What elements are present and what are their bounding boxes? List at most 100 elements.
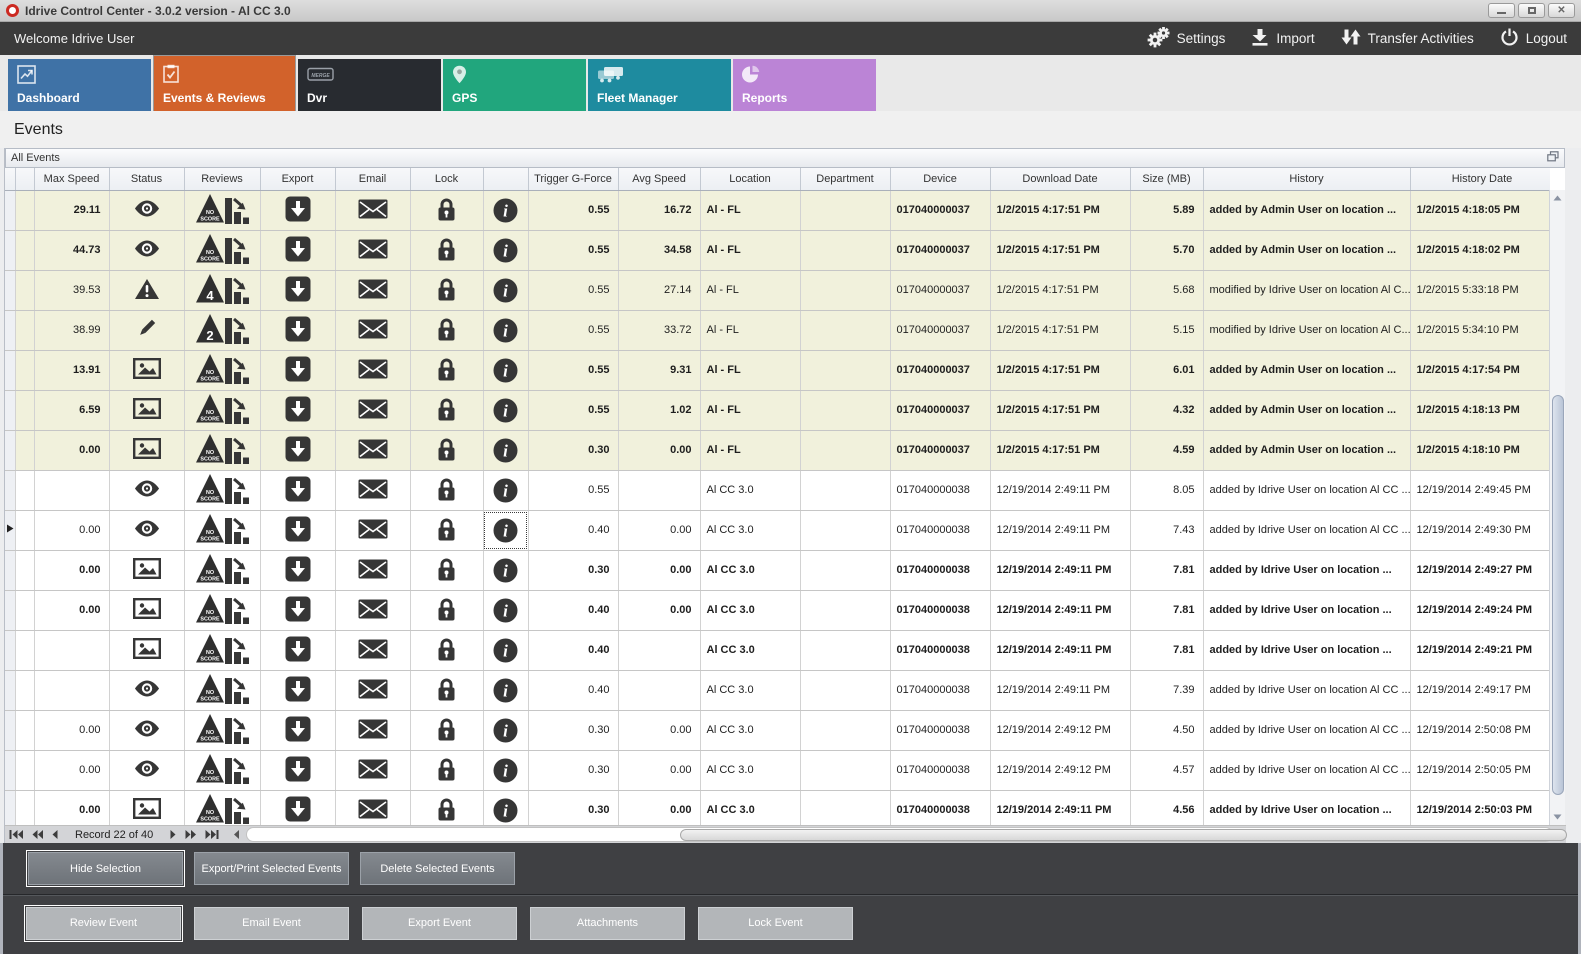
email-cell[interactable] [335, 710, 411, 751]
column-header-email[interactable]: Email [335, 168, 411, 191]
horizontal-scroll-thumb[interactable] [680, 828, 1568, 841]
info-cell[interactable]: i [483, 270, 529, 311]
email-cell[interactable] [335, 670, 411, 711]
column-header-device[interactable]: Device [890, 168, 991, 191]
close-button[interactable]: ✕ [1548, 3, 1575, 18]
column-header-marker[interactable] [5, 168, 16, 191]
lock-cell[interactable] [410, 270, 484, 311]
review-cell[interactable]: NO SCORE [184, 230, 261, 271]
email-cell[interactable] [335, 750, 411, 791]
export-cell[interactable] [260, 710, 336, 751]
email-cell[interactable] [335, 430, 411, 471]
nav-first-icon[interactable] [9, 830, 23, 839]
scroll-up-icon[interactable] [1550, 190, 1565, 206]
lock-cell[interactable] [410, 390, 484, 431]
info-cell[interactable]: i [483, 710, 529, 751]
export-cell[interactable] [260, 190, 336, 231]
export-cell[interactable] [260, 750, 336, 791]
info-cell[interactable]: i [483, 670, 529, 711]
lock-cell[interactable] [410, 710, 484, 751]
lock-cell[interactable] [410, 230, 484, 271]
column-header-download_date[interactable]: Download Date [990, 168, 1131, 191]
tab-dashboard[interactable]: Dashboard [8, 59, 151, 111]
review-cell[interactable]: NO SCORE [184, 750, 261, 791]
menu-settings[interactable]: Settings [1147, 26, 1225, 51]
lock-cell[interactable] [410, 550, 484, 591]
info-cell[interactable]: i [483, 430, 529, 471]
export-cell[interactable] [260, 390, 336, 431]
review-cell[interactable]: NO SCORE [184, 550, 261, 591]
email-cell[interactable] [335, 630, 411, 671]
review-cell[interactable]: NO SCORE [184, 190, 261, 231]
lock-cell[interactable] [410, 670, 484, 711]
delete-selected-events-button[interactable]: Delete Selected Events [360, 852, 515, 885]
tab-reports[interactable]: Reports [733, 59, 876, 111]
menu-logout[interactable]: Logout [1500, 28, 1567, 49]
nav-last-icon[interactable] [205, 830, 219, 839]
export-cell[interactable] [260, 550, 336, 591]
nav-next-icon[interactable] [170, 830, 176, 839]
attachments-button[interactable]: Attachments [530, 906, 685, 940]
export-cell[interactable] [260, 430, 336, 471]
review-cell[interactable]: NO SCORE [184, 590, 261, 631]
info-cell[interactable]: i [483, 510, 529, 551]
review-cell[interactable]: NO SCORE [184, 430, 261, 471]
lock-cell[interactable] [410, 790, 484, 825]
email-event-button[interactable]: Email Event [194, 906, 349, 940]
review-cell[interactable]: NO SCORE [184, 710, 261, 751]
email-cell[interactable] [335, 390, 411, 431]
email-cell[interactable] [335, 590, 411, 631]
horizontal-scrollbar[interactable] [246, 827, 1568, 842]
nav-nextpage-icon[interactable] [185, 830, 197, 839]
review-cell[interactable]: 4 [184, 270, 261, 311]
lock-cell[interactable] [410, 190, 484, 231]
column-header-location[interactable]: Location [700, 168, 801, 191]
email-cell[interactable] [335, 350, 411, 391]
lock-cell[interactable] [410, 630, 484, 671]
tab-gps[interactable]: GPS [443, 59, 586, 111]
email-cell[interactable] [335, 790, 411, 825]
export-cell[interactable] [260, 230, 336, 271]
export-cell[interactable] [260, 670, 336, 711]
minimize-button[interactable] [1488, 3, 1515, 18]
restore-panel-icon[interactable] [1547, 151, 1559, 165]
lock-cell[interactable] [410, 470, 484, 511]
lock-cell[interactable] [410, 310, 484, 351]
info-cell[interactable]: i [483, 630, 529, 671]
info-cell[interactable]: i [483, 470, 529, 511]
nav-prev-icon[interactable] [52, 830, 58, 839]
info-cell[interactable]: i [483, 590, 529, 631]
info-cell[interactable]: i [483, 550, 529, 591]
email-cell[interactable] [335, 270, 411, 311]
info-cell[interactable]: i [483, 230, 529, 271]
export-cell[interactable] [260, 630, 336, 671]
menu-transfer-activities[interactable]: Transfer Activities [1341, 28, 1474, 49]
review-cell[interactable]: 2 [184, 310, 261, 351]
review-cell[interactable]: NO SCORE [184, 390, 261, 431]
info-cell[interactable]: i [483, 790, 529, 825]
info-cell[interactable]: i [483, 390, 529, 431]
lock-cell[interactable] [410, 350, 484, 391]
lock-cell[interactable] [410, 590, 484, 631]
column-header-avg_speed[interactable]: Avg Speed [618, 168, 701, 191]
lock-cell[interactable] [410, 430, 484, 471]
nav-prevpage-icon[interactable] [32, 830, 43, 839]
email-cell[interactable] [335, 190, 411, 231]
info-cell[interactable]: i [483, 350, 529, 391]
column-header-history[interactable]: History [1203, 168, 1411, 191]
vertical-scrollbar[interactable] [1549, 190, 1565, 825]
export-cell[interactable] [260, 470, 336, 511]
review-cell[interactable]: NO SCORE [184, 510, 261, 551]
